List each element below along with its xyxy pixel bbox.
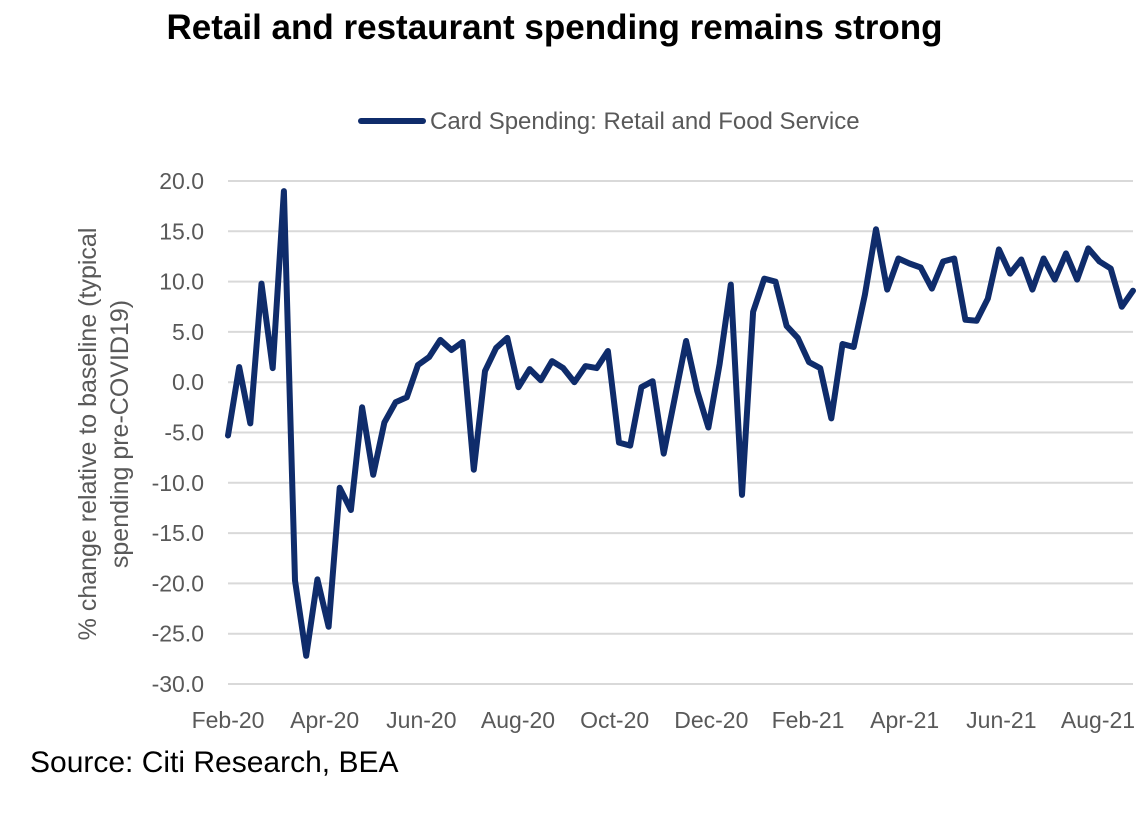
legend: Card Spending: Retail and Food Service <box>358 108 860 135</box>
y-tick-label: -15.0 <box>152 520 204 546</box>
x-tick-label: Jun-20 <box>386 707 456 733</box>
y-tick-label: 0.0 <box>172 369 204 395</box>
x-tick-label: Feb-21 <box>772 707 845 733</box>
y-tick-label: 10.0 <box>159 269 204 295</box>
y-tick-label: -20.0 <box>152 570 204 596</box>
y-axis-label-line-1: % change relative to baseline (typical <box>74 228 102 641</box>
x-axis-ticks: Feb-20 Apr-20 Jun-20 Aug-20 Oct-20 Dec-20 Feb-… <box>192 707 1136 733</box>
series-line <box>225 188 1136 659</box>
series-group <box>225 188 1136 659</box>
gridlines <box>228 180 1133 685</box>
x-tick-label: Aug-20 <box>481 707 555 733</box>
y-axis-ticks: 20.0 15.0 10.0 5.0 0.0 -5.0 -10.0 -15.0 -20.0 -25… <box>152 168 204 697</box>
y-tick-label: -10.0 <box>152 470 204 496</box>
x-tick-label: Jun-21 <box>966 707 1036 733</box>
y-tick-label: -30.0 <box>152 671 204 697</box>
y-tick-label: 5.0 <box>172 319 204 345</box>
x-tick-label: Apr-21 <box>870 707 939 733</box>
source-note: Source: Citi Research, BEA <box>30 746 399 779</box>
x-tick-label: Dec-20 <box>674 707 748 733</box>
legend-label: Card Spending: Retail and Food Service <box>430 108 860 135</box>
y-tick-label: -25.0 <box>152 621 204 647</box>
y-tick-label: 20.0 <box>159 168 204 194</box>
y-tick-label: 15.0 <box>159 218 204 244</box>
x-tick-label: Oct-20 <box>580 707 649 733</box>
x-tick-label: Aug-21 <box>1061 707 1135 733</box>
y-tick-label: -5.0 <box>164 420 204 446</box>
chart-title: Retail and restaurant spending remains s… <box>166 8 943 47</box>
x-tick-label: Apr-20 <box>290 707 359 733</box>
x-tick-label: Feb-20 <box>192 707 265 733</box>
y-axis-label-line-2: spending pre-COVID19) <box>106 300 134 568</box>
